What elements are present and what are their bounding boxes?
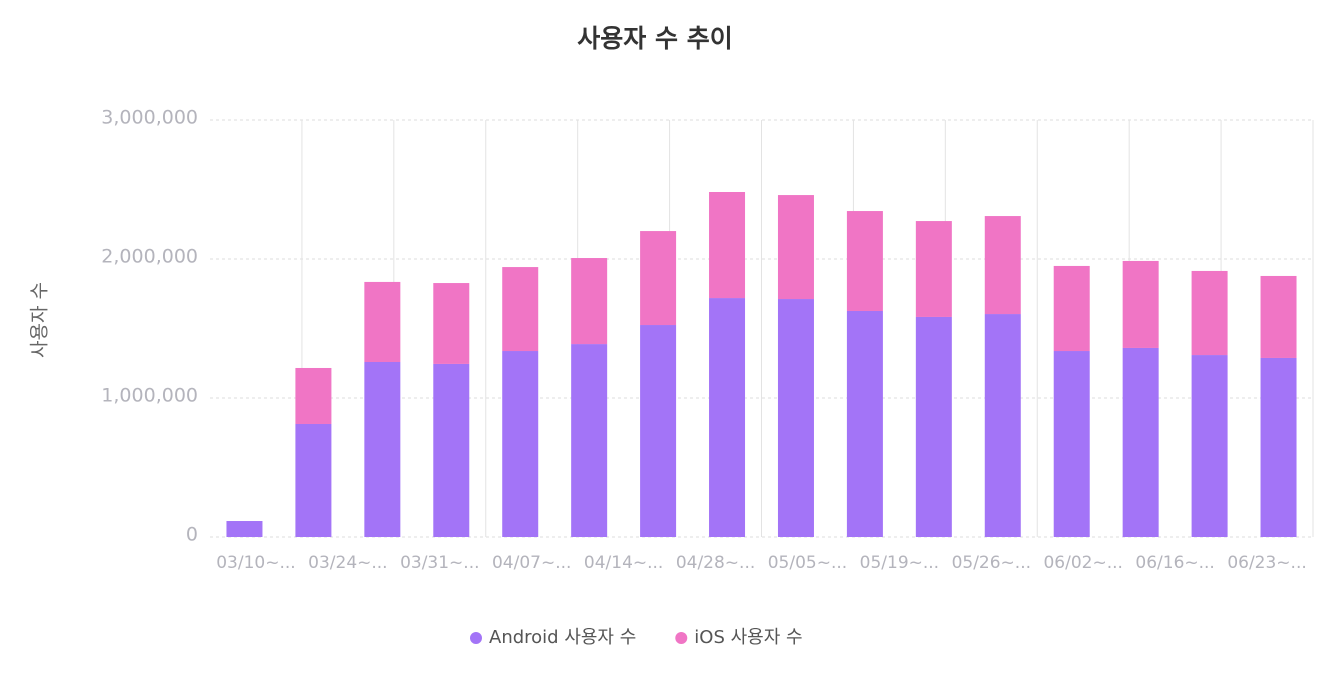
bar-segment — [1122, 260, 1159, 348]
legend-label: iOS 사용자 수 — [694, 627, 802, 648]
bar-segment — [1053, 265, 1090, 352]
bar-segment — [984, 216, 1021, 315]
bar-segment — [364, 281, 401, 362]
x-tick-label: 05/19~... — [860, 553, 939, 573]
bar-segment — [571, 258, 608, 345]
x-tick-label: 03/31~... — [400, 553, 479, 573]
bar-segment — [984, 314, 1021, 537]
bar-segment — [295, 423, 332, 537]
legend-label: Android 사용자 수 — [489, 627, 636, 648]
bar-segment — [433, 363, 470, 537]
bar-segment — [1191, 270, 1228, 356]
x-tick-label: 06/23~... — [1227, 553, 1306, 573]
y-tick-label: 1,000,000 — [101, 385, 198, 407]
y-axis-label: 사용자 수 — [29, 282, 51, 358]
x-tick-label: 06/02~... — [1043, 553, 1122, 573]
bar-segment — [1260, 357, 1297, 537]
y-tick-label: 2,000,000 — [101, 246, 198, 268]
y-tick-label: 0 — [186, 524, 198, 546]
x-tick-label: 03/24~... — [308, 553, 387, 573]
bar-segment — [709, 192, 746, 299]
x-tick-label: 06/16~... — [1135, 553, 1214, 573]
bar-segment — [433, 283, 470, 364]
bar-segment — [915, 316, 952, 537]
bar-segment — [846, 310, 883, 537]
x-tick-label: 05/26~... — [952, 553, 1031, 573]
bar-segment — [571, 344, 608, 537]
x-tick-label: 04/28~... — [676, 553, 755, 573]
bar-segment — [226, 521, 263, 537]
bar-segment — [915, 221, 952, 317]
legend-marker — [470, 632, 482, 644]
bar-segment — [709, 298, 746, 537]
chart-title: 사용자 수 추이 — [577, 24, 732, 53]
bar-segment — [640, 231, 677, 326]
bar-segment — [640, 325, 677, 537]
x-tick-label: 04/07~... — [492, 553, 571, 573]
bar-segment — [846, 211, 883, 311]
x-tick-label: 03/10~... — [216, 553, 295, 573]
x-tick-label: 04/14~... — [584, 553, 663, 573]
bar-segment — [364, 361, 401, 537]
bar-segment — [1122, 347, 1159, 537]
x-tick-label: 05/05~... — [768, 553, 847, 573]
bar-segment — [502, 267, 539, 352]
bar-segment — [295, 367, 332, 424]
bar-segment — [1260, 275, 1297, 358]
bar-segment — [777, 195, 814, 300]
bar-segment — [777, 299, 814, 537]
bar-segment — [1053, 351, 1090, 537]
legend-marker — [675, 632, 688, 644]
bar-segment — [502, 351, 539, 537]
y-tick-label: 3,000,000 — [101, 107, 198, 129]
bar-segment — [1191, 355, 1228, 537]
